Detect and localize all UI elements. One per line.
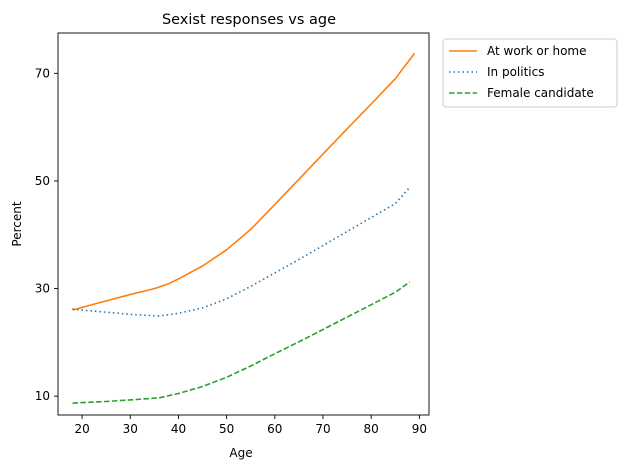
x-tick-label: 40 [171,422,186,436]
x-axis-label: Age [229,446,252,460]
legend: At work or home In politics Female candida… [442,38,618,108]
x-tick-label: 20 [74,422,89,436]
x-tick-label: 30 [123,422,138,436]
series-line-3 [72,281,411,404]
y-axis-label: Percent [10,201,24,246]
y-axis: 10 30 50 70 [35,66,58,403]
chart-title: Sexist responses vs age [162,12,336,28]
x-tick-label: 60 [267,422,282,436]
legend-label-3: Female candidate [487,86,594,100]
series-line-2 [72,186,411,317]
x-axis: 20 30 40 50 60 70 80 90 [74,415,427,436]
y-tick-label: 30 [35,282,50,296]
x-tick-label: 90 [412,422,427,436]
x-tick-label: 50 [219,422,234,436]
y-tick-label: 70 [35,66,50,80]
legend-label-1: At work or home [487,44,586,58]
legend-label-2: In politics [487,65,544,79]
x-tick-label: 80 [364,422,379,436]
plot-frame [57,32,430,416]
y-tick-label: 50 [35,174,50,188]
x-tick-label: 70 [315,422,330,436]
series-line-1 [72,52,416,311]
legend-box [442,38,618,108]
y-tick-label: 10 [35,389,50,403]
plot-area [57,32,430,416]
